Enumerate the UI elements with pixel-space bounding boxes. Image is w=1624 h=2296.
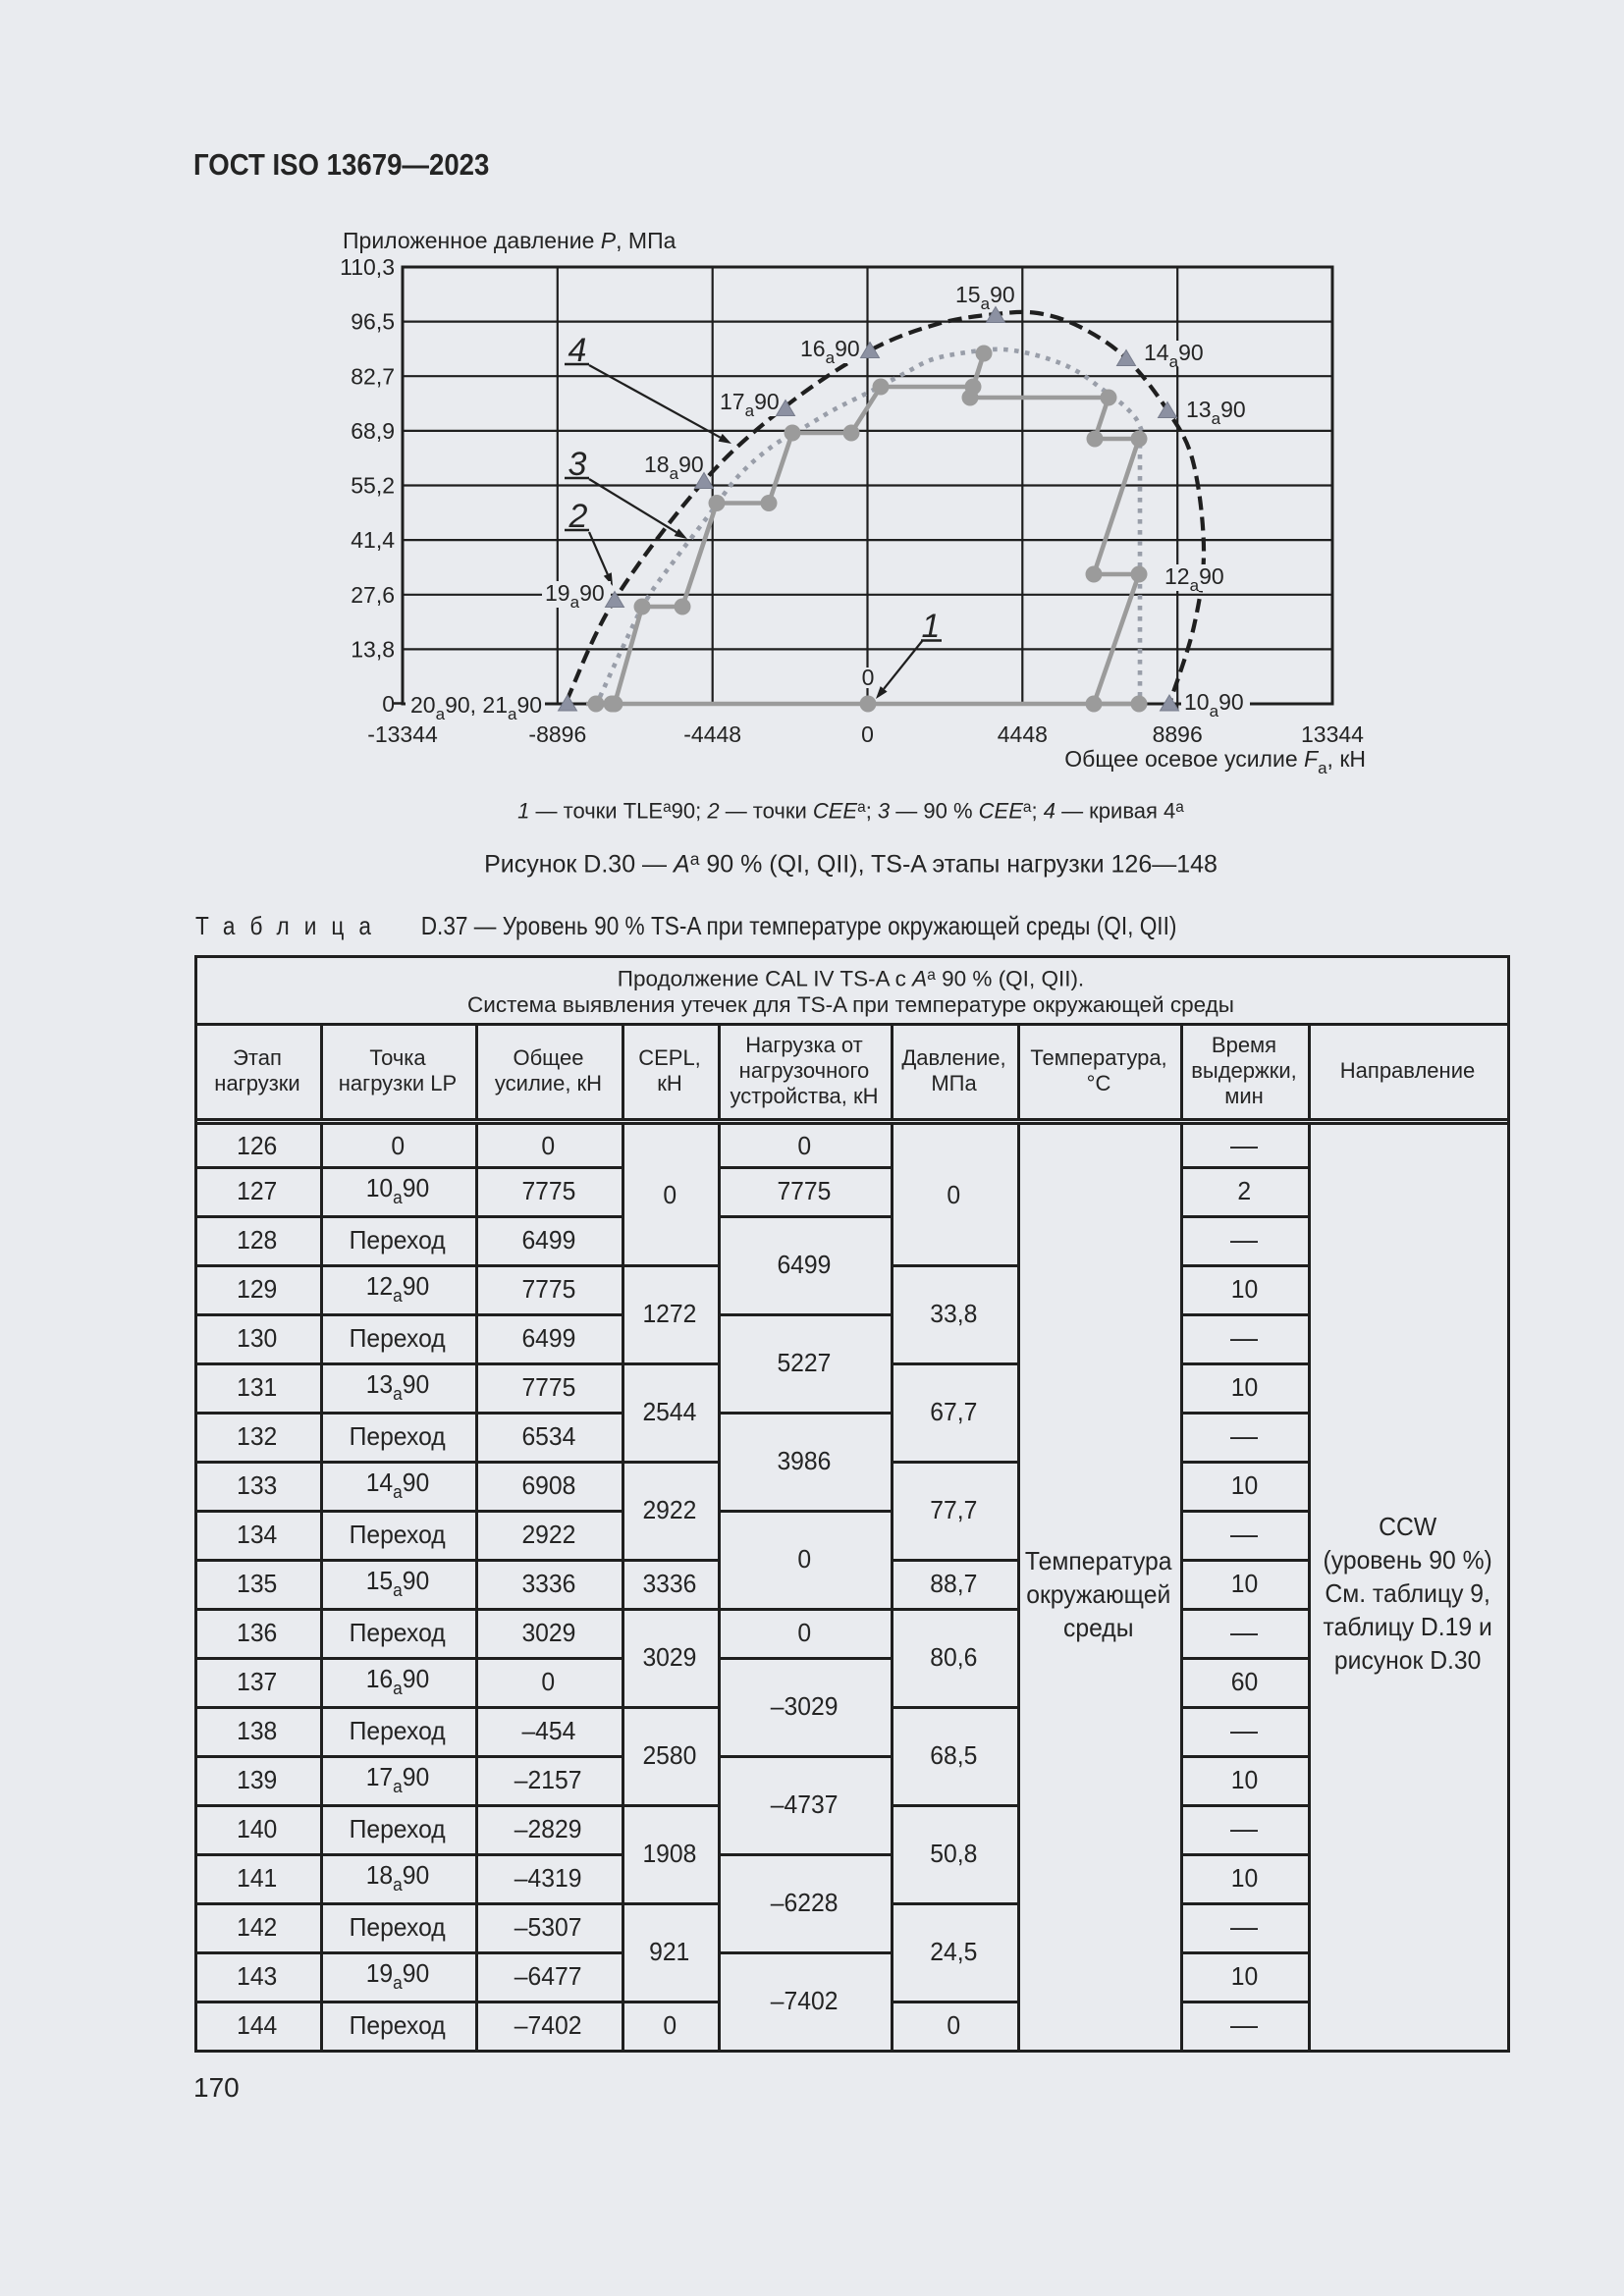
svg-text:4448: 4448: [998, 721, 1048, 747]
svg-text:27,6: 27,6: [351, 582, 395, 608]
svg-text:Приложенное давление P, МПа: Приложенное давление P, МПа: [343, 228, 677, 253]
svg-text:-4448: -4448: [683, 721, 741, 747]
svg-text:0: 0: [382, 691, 395, 717]
svg-text:55,2: 55,2: [351, 473, 395, 499]
svg-text:68,9: 68,9: [351, 418, 395, 444]
svg-text:Общее осевое усилие Fa, кН: Общее осевое усилие Fa, кН: [1064, 746, 1366, 777]
svg-text:1: 1: [922, 608, 941, 645]
svg-text:-13344: -13344: [367, 721, 438, 747]
svg-text:13344: 13344: [1301, 721, 1364, 747]
svg-text:4: 4: [568, 332, 587, 369]
svg-text:20a90, 21a90: 20a90, 21a90: [410, 692, 542, 723]
svg-text:110,3: 110,3: [340, 254, 395, 280]
svg-text:96,5: 96,5: [351, 309, 395, 335]
svg-text:41,4: 41,4: [351, 527, 395, 553]
svg-text:0: 0: [862, 665, 875, 690]
svg-text:2: 2: [568, 498, 588, 535]
svg-text:8896: 8896: [1153, 721, 1203, 747]
svg-text:0: 0: [861, 721, 874, 747]
svg-text:82,7: 82,7: [351, 363, 395, 389]
svg-text:3: 3: [568, 446, 587, 483]
svg-text:-8896: -8896: [528, 721, 586, 747]
svg-text:13,8: 13,8: [351, 636, 395, 662]
